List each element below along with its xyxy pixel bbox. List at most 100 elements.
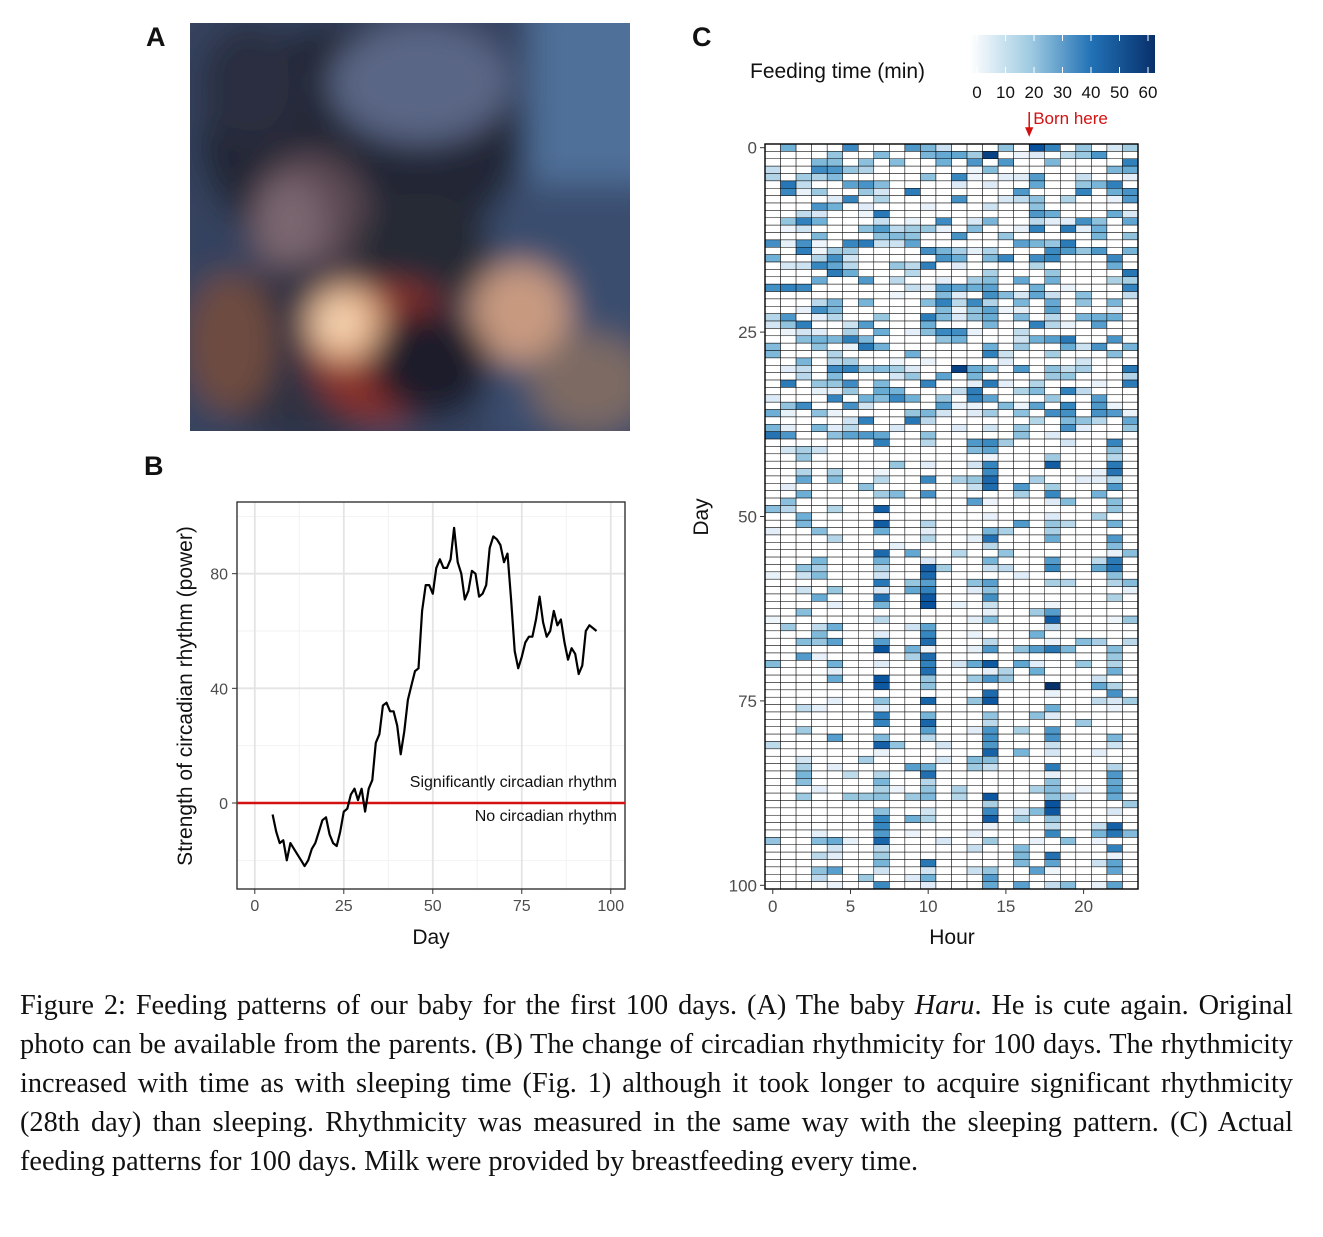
heatmap-cell (873, 881, 890, 890)
heatmap-cell (1122, 733, 1139, 742)
heatmap-cell (780, 394, 797, 403)
heatmap-cell (951, 460, 968, 469)
heatmap-cell (951, 468, 968, 477)
heatmap-cell (764, 202, 781, 211)
heatmap-cell (842, 283, 859, 292)
heatmap-cell (997, 276, 1014, 285)
heatmap-cell (951, 814, 968, 823)
heatmap-cell (1091, 660, 1108, 668)
heatmap-cell (1106, 394, 1123, 403)
heatmap-cell (1044, 320, 1061, 329)
heatmap-cell (1122, 424, 1139, 432)
heatmap-cell (780, 357, 797, 366)
heatmap-cell (1013, 571, 1030, 580)
heatmap-cell (904, 844, 921, 853)
heatmap-cell (842, 792, 859, 801)
heatmap-cell (1060, 623, 1077, 632)
heatmap-cell (920, 542, 937, 550)
heatmap-cell (1013, 874, 1030, 882)
heatmap-cell (1091, 770, 1108, 779)
heatmap-cell (780, 770, 797, 779)
heatmap-cell (997, 571, 1014, 580)
heatmap-cell (935, 365, 952, 373)
heatmap-cell (1028, 409, 1045, 418)
heatmap-cell (935, 586, 952, 595)
heatmap-cell (889, 490, 906, 499)
heatmap-cell (1060, 608, 1077, 617)
heatmap-cell (842, 512, 859, 521)
heatmap-cell (1060, 755, 1077, 764)
heatmap-cell (997, 866, 1014, 875)
heatmap-cell (780, 342, 797, 351)
heatmap-cell (1013, 704, 1030, 713)
heatmap-cell (935, 512, 952, 521)
heatmap-cell (997, 593, 1014, 602)
heatmap-cell (1060, 217, 1077, 226)
heatmap-cell (873, 335, 890, 344)
heatmap-cell (1060, 165, 1077, 174)
heatmap-cell (1060, 549, 1077, 558)
heatmap-cell (1060, 571, 1077, 580)
heatmap-cell (873, 674, 890, 683)
heatmap-cell (1044, 829, 1061, 838)
heatmap-cell (1075, 763, 1092, 772)
heatmap-cell (764, 217, 781, 226)
heatmap-cell (920, 143, 937, 152)
heatmap-cell (1013, 468, 1030, 477)
heatmap-cell (997, 239, 1014, 248)
heatmap-cell (858, 505, 875, 514)
heatmap-cell (951, 475, 968, 484)
heatmap-cell (1044, 519, 1061, 528)
heatmap-cell (873, 394, 890, 403)
heatmap-cell (1075, 556, 1092, 565)
heatmap-cell (1091, 180, 1108, 189)
heatmap-cell (951, 188, 968, 196)
heatmap-cell (1028, 556, 1045, 565)
heatmap-cell (1106, 829, 1123, 838)
heatmap-cell (764, 446, 781, 455)
heatmap-cell (1122, 571, 1139, 580)
heatmap-cell (1122, 195, 1139, 204)
heatmap-cell (889, 674, 906, 683)
heatmap-cell (982, 202, 999, 211)
heatmap-cell (780, 143, 797, 152)
heatmap-cell (873, 800, 890, 809)
heatmap-cell (904, 298, 921, 307)
heatmap-cell (1013, 866, 1030, 875)
heatmap-cell (997, 387, 1014, 396)
heatmap-cell (764, 542, 781, 550)
heatmap-cell (842, 770, 859, 779)
heatmap-cell (997, 608, 1014, 617)
heatmap-cell (951, 158, 968, 167)
heatmap-cell (1028, 460, 1045, 469)
heatmap-cell (1028, 593, 1045, 602)
heatmap-cell (904, 660, 921, 668)
heatmap-cell (997, 505, 1014, 514)
heatmap-cell (780, 542, 797, 550)
b-x-tick-label: 25 (335, 898, 353, 915)
heatmap-cell (1075, 770, 1092, 779)
heatmap-cell (1075, 512, 1092, 521)
heatmap-cell (1122, 453, 1139, 462)
heatmap-cell (780, 608, 797, 617)
heatmap-cell (904, 519, 921, 528)
heatmap-cell (904, 232, 921, 241)
heatmap-cell (1060, 365, 1077, 373)
heatmap-cell (1106, 571, 1123, 580)
heatmap-cell (1106, 180, 1123, 189)
heatmap-cell (795, 696, 812, 705)
heatmap-cell (935, 276, 952, 285)
heatmap-cell (1075, 696, 1092, 705)
heatmap-cell (951, 527, 968, 536)
heatmap-cell (982, 276, 999, 285)
heatmap-cell (951, 276, 968, 285)
heatmap-cell (811, 645, 828, 654)
heatmap-cell (1028, 387, 1045, 396)
heatmap-cell (873, 416, 890, 425)
heatmap-cell (780, 586, 797, 595)
heatmap-cell (858, 637, 875, 646)
heatmap-cell (873, 667, 890, 676)
heatmap-cell (966, 741, 983, 750)
heatmap-cell (1091, 578, 1108, 587)
heatmap-cell (1060, 232, 1077, 241)
